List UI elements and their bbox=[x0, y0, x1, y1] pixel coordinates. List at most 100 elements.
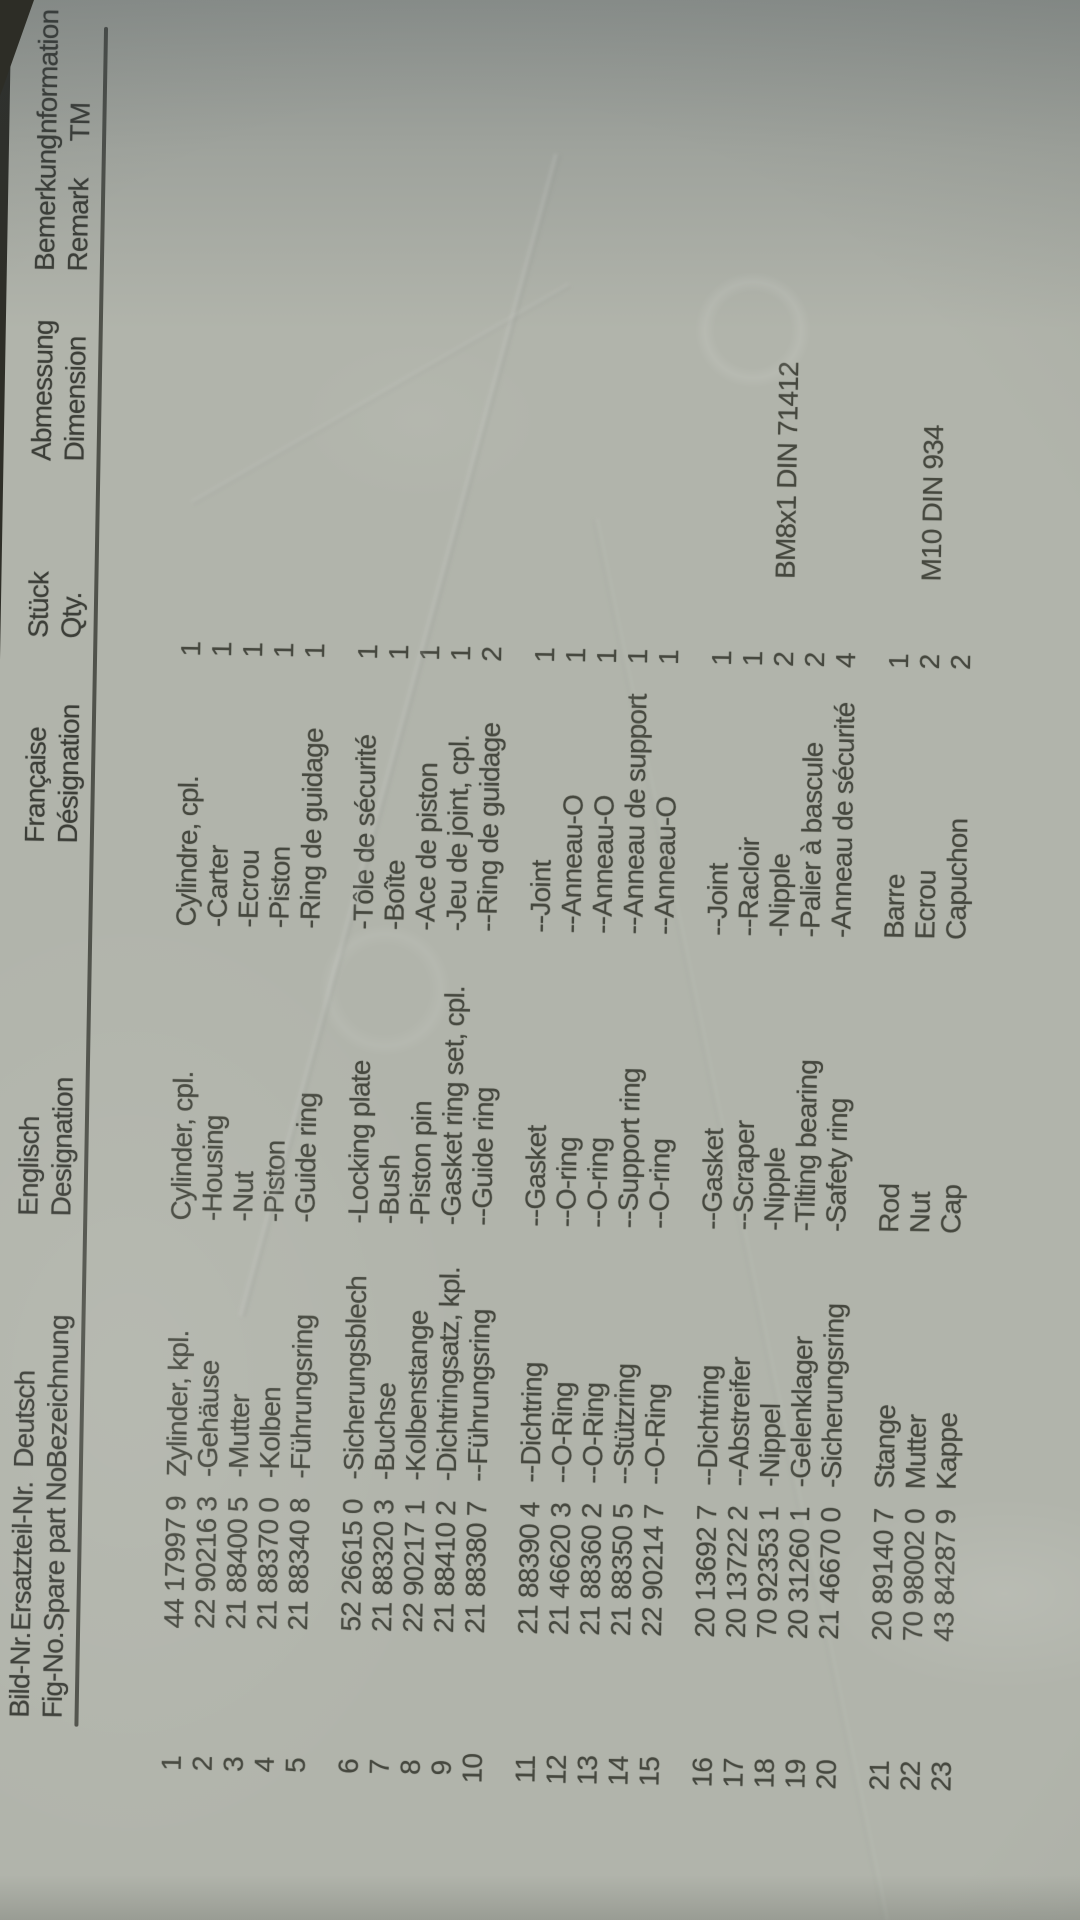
cell-de-row-9: -Dichtringsatz, kpl. bbox=[430, 1266, 466, 1482]
cell-part-row-2: 22 90216 3 bbox=[189, 1496, 223, 1630]
cell-part-row-12: 21 46620 3 bbox=[543, 1502, 577, 1636]
cell-fr-row-13: --Anneau-O bbox=[586, 795, 620, 935]
cell-fr-row-3: -Ecrou bbox=[232, 849, 265, 928]
header-label-de: Bild-Nr. bbox=[3, 1632, 37, 1718]
cell-de-row-13: --O-Ring bbox=[576, 1382, 610, 1484]
cell-fig-row-19: 19 bbox=[779, 1759, 811, 1790]
header-label-en: Fig-No. bbox=[36, 1631, 70, 1719]
cell-en-row-7: -Bush bbox=[373, 1154, 406, 1225]
cell-part-row-4: 21 88370 0 bbox=[251, 1497, 285, 1631]
cell-part-row-20: 21 46670 0 bbox=[813, 1507, 847, 1641]
cell-fig-row-17: 17 bbox=[717, 1758, 749, 1789]
cell-fr-row-11: --Joint bbox=[524, 860, 557, 933]
cell-fig-row-4: 4 bbox=[248, 1757, 280, 1773]
cell-part-row-14: 21 88350 5 bbox=[605, 1503, 639, 1637]
cell-qty-row-10: 2 bbox=[476, 646, 508, 663]
cell-de-row-4: -Kolben bbox=[253, 1386, 287, 1479]
cell-part-row-15: 22 90214 7 bbox=[636, 1504, 670, 1637]
cell-qty-row-13: 1 bbox=[591, 648, 623, 665]
cell-en-row-12: --O-ring bbox=[550, 1136, 583, 1228]
cell-de-row-6: -Sicherungsblech bbox=[337, 1275, 373, 1480]
cell-qty-row-1: 1 bbox=[175, 641, 207, 657]
header-label-en: TM bbox=[64, 102, 96, 142]
cell-de-row-23: Kappe bbox=[930, 1412, 963, 1491]
cell-en-row-16: --Gasket bbox=[696, 1128, 729, 1230]
cell-qty-row-14: 1 bbox=[622, 649, 654, 665]
cell-de-row-16: --Dichtring bbox=[691, 1365, 725, 1486]
header-label-en: Dimension bbox=[58, 336, 92, 462]
cell-fig-row-8: 8 bbox=[394, 1759, 426, 1776]
cell-qty-row-15: 1 bbox=[653, 649, 685, 666]
cell-en-row-14: --Support ring bbox=[612, 1067, 646, 1229]
cell-de-row-8: -Kolbenstange bbox=[399, 1310, 434, 1481]
cell-de-row-14: --Stützring bbox=[607, 1363, 641, 1485]
cell-fr-row-7: -Boîte bbox=[378, 859, 411, 931]
cell-fig-row-20: 20 bbox=[810, 1759, 842, 1790]
cell-fr-row-5: -Ring de guidage bbox=[294, 727, 329, 929]
header-label-de: Ersatzteil-Nr. bbox=[5, 1481, 39, 1631]
cell-fr-row-18: -Nipple bbox=[763, 853, 796, 938]
cell-fig-row-2: 2 bbox=[186, 1756, 218, 1772]
cell-qty-row-11: 1 bbox=[529, 647, 561, 663]
cell-dim-row-18: BM8x1 DIN 71412 bbox=[769, 361, 805, 580]
cell-en-row-11: --Gasket bbox=[519, 1125, 552, 1227]
cell-de-row-5: -Führungsring bbox=[284, 1314, 319, 1479]
header-label-de: Bemerkung bbox=[28, 134, 63, 272]
cell-en-row-3: -Nut bbox=[227, 1171, 260, 1222]
cell-en-row-10: --Guide ring bbox=[466, 1087, 500, 1226]
header-label-de: Englisch bbox=[12, 1116, 46, 1217]
cell-fig-row-15: 15 bbox=[633, 1756, 665, 1787]
cell-fr-row-10: --Ring de guidage bbox=[471, 722, 506, 933]
cell-part-row-10: 21 88380 7 bbox=[459, 1501, 493, 1634]
cell-fr-row-23: Capuchon bbox=[940, 818, 974, 941]
cell-en-row-1: Cylinder, cpl. bbox=[165, 1071, 199, 1221]
cell-fr-row-19: -Palier à bascule bbox=[794, 742, 829, 938]
cell-fr-row-12: --Anneau-O bbox=[555, 794, 589, 934]
cell-fr-row-20: -Anneau de sécurité bbox=[825, 702, 861, 939]
cell-fig-row-6: 6 bbox=[332, 1758, 364, 1775]
cell-fig-row-13: 13 bbox=[571, 1755, 603, 1786]
header-label-en: Bezeichnung bbox=[40, 1314, 75, 1469]
cell-qty-row-5: 1 bbox=[299, 643, 331, 659]
cell-qty-row-12: 1 bbox=[560, 648, 592, 664]
cell-fr-row-4: -Piston bbox=[263, 846, 296, 929]
cell-fig-row-1: 1 bbox=[155, 1755, 187, 1772]
cell-part-row-17: 20 13722 2 bbox=[720, 1505, 754, 1639]
cell-de-row-11: --Dichtring bbox=[514, 1361, 548, 1483]
cell-qty-row-22: 2 bbox=[913, 654, 946, 670]
cell-en-row-18: -Nipple bbox=[758, 1147, 791, 1232]
cell-part-row-11: 21 88390 4 bbox=[512, 1502, 546, 1635]
cell-part-row-19: 20 31260 1 bbox=[782, 1506, 816, 1640]
cell-de-row-21: Stange bbox=[868, 1404, 902, 1490]
cell-de-row-18: -Nippel bbox=[753, 1403, 787, 1488]
cell-part-row-9: 21 88410 2 bbox=[428, 1500, 462, 1634]
cell-fr-row-9: -Jeu de joint, cpl. bbox=[440, 734, 475, 932]
header-label-en: Qty. bbox=[55, 592, 88, 639]
cell-qty-row-21: 1 bbox=[882, 653, 915, 670]
cell-fig-row-7: 7 bbox=[363, 1759, 395, 1775]
cell-fr-row-16: --Joint bbox=[701, 863, 734, 937]
cell-fr-row-21: Barre bbox=[878, 874, 911, 940]
cell-en-row-23: Cap bbox=[935, 1184, 967, 1235]
cell-en-row-2: -Housing bbox=[196, 1115, 230, 1222]
cell-fr-row-1: Cylindre, cpl. bbox=[170, 775, 204, 927]
cell-part-row-8: 22 90217 1 bbox=[397, 1500, 431, 1633]
cell-fig-row-10: 10 bbox=[456, 1753, 488, 1784]
cell-qty-row-3: 1 bbox=[237, 642, 269, 658]
cell-qty-row-20: 4 bbox=[829, 652, 862, 669]
cell-dim-row-22: M10 DIN 934 bbox=[915, 425, 950, 582]
cell-qty-row-18: 2 bbox=[767, 651, 800, 668]
cell-qty-row-17: 1 bbox=[736, 651, 769, 667]
cell-part-row-1: 44 17997 9 bbox=[158, 1495, 192, 1629]
cell-fr-row-22: Ecrou bbox=[909, 869, 942, 940]
header-label-de: Stück bbox=[22, 571, 55, 639]
cell-part-row-18: 70 92353 1 bbox=[751, 1506, 785, 1639]
cell-de-row-12: --O-Ring bbox=[545, 1381, 579, 1484]
cell-en-row-6: -Locking plate bbox=[342, 1060, 377, 1224]
cell-fig-row-18: 18 bbox=[748, 1758, 780, 1789]
cell-qty-row-19: 2 bbox=[798, 652, 831, 668]
cell-en-row-15: --O-ring bbox=[643, 1138, 676, 1230]
cell-fig-row-23: 23 bbox=[925, 1761, 957, 1792]
